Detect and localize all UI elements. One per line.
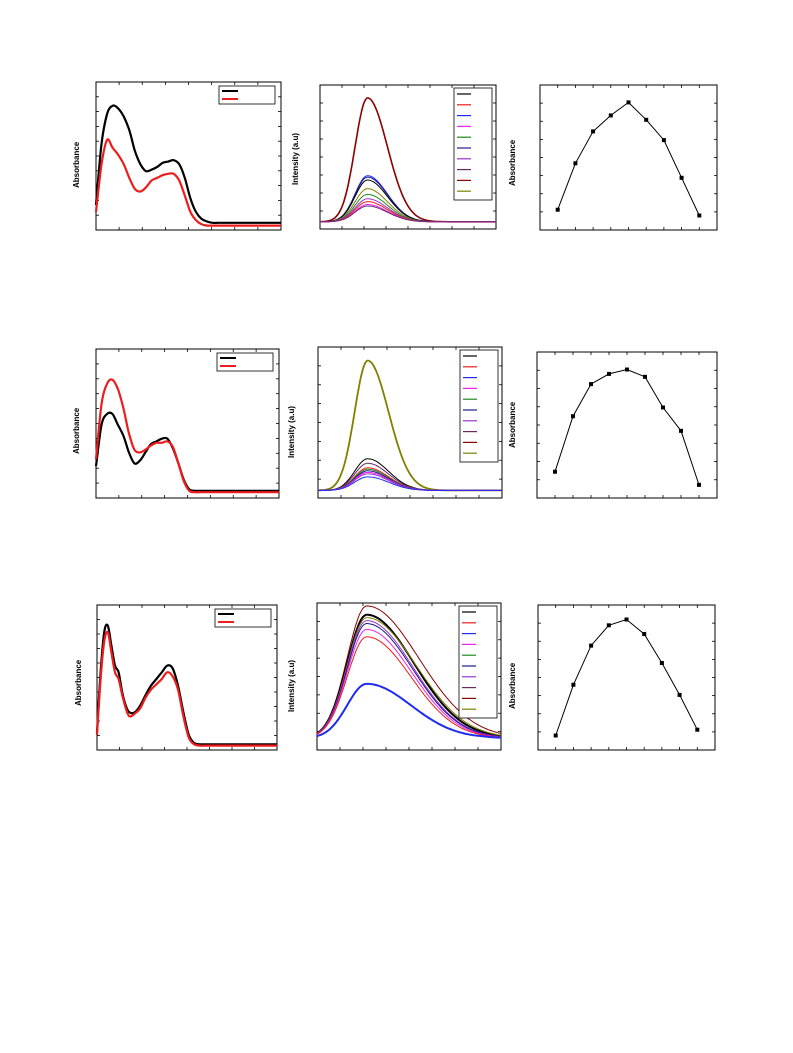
job-plot-point [679,428,683,433]
job-plot-point [661,405,665,410]
series-line-red [94,138,281,227]
job-plot-point [555,207,560,212]
job-plot-3-ylabel: Absorbance [508,662,517,709]
job-plot-point [644,117,649,122]
series-line-red [95,630,277,747]
job-plot-point [677,692,682,697]
legend-box [458,605,498,719]
job-plot-point [626,100,631,105]
job-plot-point [571,682,576,687]
series-line-red [94,378,279,494]
job-plot-point [695,727,700,732]
job-plot-point [589,382,593,387]
job-plot-point [589,643,594,648]
job-plot-point [697,482,701,487]
job-plot-point [553,733,558,738]
job-plot-point [573,161,578,166]
job-plot-point [643,374,647,379]
job-plot-line [555,618,698,736]
job-plot-point [624,617,629,622]
emission-curve-blue [318,476,502,491]
series-line-black [94,104,281,225]
job-plot-point [679,175,684,180]
emission-curve-darkred [316,605,502,734]
legend-box [453,87,493,201]
emission-curve-navy [316,622,502,738]
job-plot-point [571,414,575,419]
emission-curve-red [316,636,502,738]
emission-curve-magenta [316,628,502,738]
job-plot-point [642,632,647,636]
job-plot-point [659,661,664,665]
job-plot-point [606,623,611,628]
plot-frame [537,604,716,751]
job-plot-point [591,129,596,134]
job-plot-point [608,113,613,118]
job-plot-point [625,367,629,372]
emission-curve-blue [316,682,502,739]
job-plot-point [553,469,557,474]
emission-curve-plum [320,205,496,223]
job-plot-point [697,213,702,218]
job-plot-point [661,138,666,143]
legend-box [459,349,499,463]
series-line-black [95,623,277,746]
job-plot-point [607,371,611,376]
